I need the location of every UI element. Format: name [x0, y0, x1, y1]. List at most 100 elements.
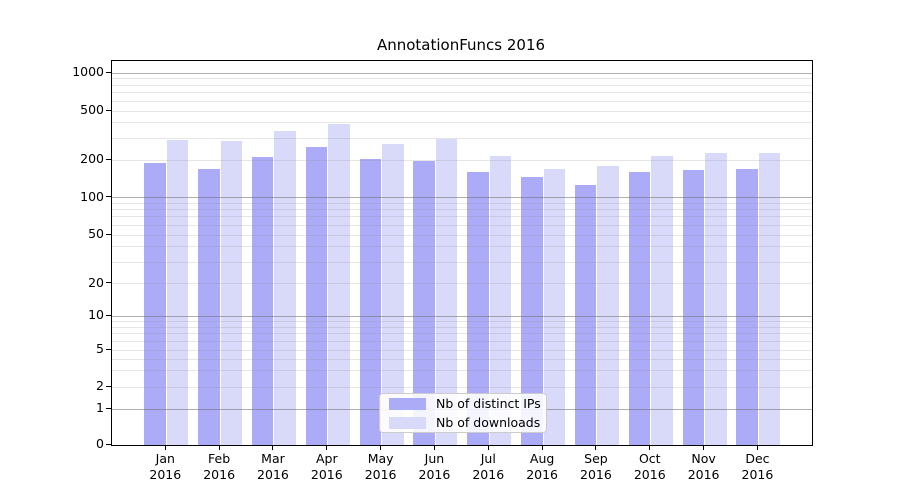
gridline-minor	[112, 78, 812, 80]
y-tick-mark	[106, 233, 111, 235]
bar-distinct-ips-jan	[144, 163, 166, 445]
gridline-major	[112, 197, 812, 199]
gridline-minor	[112, 386, 812, 388]
x-tick-label-jul: Jul 2016	[472, 451, 505, 482]
y-tick-mark	[106, 158, 111, 160]
y-tick-label-10: 10	[88, 307, 104, 322]
x-tick-mark	[218, 445, 220, 450]
gridline-minor	[112, 358, 812, 360]
y-tick-mark	[106, 71, 111, 73]
legend-swatch-distinct-ips	[389, 397, 426, 410]
gridline-minor	[112, 137, 812, 139]
y-tick-label-0: 0	[96, 436, 104, 451]
y-tick-label-1000: 1000	[72, 64, 104, 79]
y-tick-mark	[106, 407, 111, 409]
gridline-minor	[112, 320, 812, 322]
bar-distinct-ips-sep	[574, 185, 597, 445]
x-tick-label-oct: Oct 2016	[633, 451, 666, 482]
y-tick-label-20: 20	[88, 274, 104, 290]
gridline-minor	[112, 340, 812, 342]
legend-item-distinct-ips: Nb of distinct IPs	[389, 396, 541, 411]
bar-downloads-jul	[489, 156, 512, 445]
bar-distinct-ips-may	[359, 159, 382, 445]
y-tick-label-100: 100	[80, 188, 104, 204]
y-tick-label-200: 200	[80, 151, 104, 166]
legend-item-downloads: Nb of downloads	[389, 414, 541, 430]
y-tick-mark	[106, 282, 111, 284]
bar-downloads-jun	[435, 138, 458, 445]
bar-downloads-jan	[166, 140, 189, 445]
gridline-minor	[112, 370, 812, 372]
gridline-minor	[112, 333, 812, 335]
chart-title: AnnotationFuncs 2016	[376, 36, 546, 54]
x-tick-mark	[433, 445, 435, 450]
bar-downloads-nov	[705, 152, 727, 445]
gridline-major	[112, 315, 812, 317]
x-tick-mark	[649, 445, 651, 450]
bar-distinct-ips-nov	[682, 169, 705, 445]
x-tick-mark	[380, 445, 382, 450]
x-tick-mark	[541, 445, 543, 450]
bar-downloads-oct	[651, 156, 673, 445]
x-tick-label-mar: Mar 2016	[257, 451, 289, 482]
bar-downloads-feb	[220, 141, 243, 445]
bar-distinct-ips-oct	[628, 172, 651, 445]
x-tick-label-apr: Apr 2016	[310, 451, 343, 482]
bar-downloads-sep	[597, 165, 619, 445]
x-tick-label-feb: Feb 2016	[203, 451, 236, 482]
bar-distinct-ips-dec	[736, 169, 758, 445]
bar-distinct-ips-feb	[198, 168, 220, 445]
gridline-minor	[112, 326, 812, 328]
legend-swatch-downloads	[389, 416, 426, 429]
gridline-minor	[112, 234, 812, 236]
x-tick-label-jan: Jan 2016	[149, 451, 182, 482]
y-tick-label-50: 50	[88, 226, 104, 241]
bar-downloads-may	[382, 143, 404, 445]
y-tick-label-2: 2	[96, 378, 104, 393]
y-tick-label-1: 1	[96, 400, 104, 415]
x-tick-label-jun: Jun 2016	[418, 451, 451, 482]
y-tick-label-5: 5	[96, 341, 104, 357]
y-tick-mark	[106, 385, 111, 387]
bar-distinct-ips-jul	[467, 172, 489, 445]
bar-downloads-dec	[758, 153, 781, 445]
legend-label-distinct-ips: Nb of distinct IPs	[436, 395, 541, 411]
gridline-minor	[112, 224, 812, 226]
gridline-minor	[112, 159, 812, 161]
bar-distinct-ips-apr	[305, 147, 328, 445]
x-tick-label-dec: Dec 2016	[741, 451, 774, 482]
x-tick-mark	[703, 445, 705, 450]
x-tick-mark	[272, 445, 274, 450]
gridlines-layer	[112, 61, 812, 445]
bar-downloads-aug	[543, 168, 566, 445]
x-tick-mark	[595, 445, 597, 450]
gridline-minor	[112, 349, 812, 351]
bar-downloads-mar	[274, 130, 296, 445]
y-tick-mark	[106, 109, 111, 111]
y-tick-mark	[106, 348, 111, 350]
y-tick-mark	[106, 196, 111, 198]
x-tick-label-aug: Aug 2016	[526, 451, 559, 482]
gridline-minor	[112, 122, 812, 124]
legend-label-downloads: Nb of downloads	[436, 414, 541, 430]
gridline-minor	[112, 100, 812, 102]
bars-layer	[112, 61, 812, 445]
x-tick-label-sep: Sep 2016	[580, 451, 612, 482]
y-tick-mark	[106, 443, 111, 445]
x-tick-mark	[756, 445, 758, 450]
y-tick-mark	[106, 314, 111, 316]
bar-distinct-ips-jun	[413, 160, 435, 445]
gridline-minor	[112, 283, 812, 285]
gridline-minor	[112, 92, 812, 94]
plot-area: Nb of distinct IPs Nb of downloads	[111, 60, 813, 446]
gridline-minor	[112, 216, 812, 218]
gridline-minor	[112, 246, 812, 248]
x-tick-mark	[487, 445, 489, 450]
x-tick-label-nov: Nov 2016	[687, 451, 720, 482]
gridline-minor	[112, 84, 812, 86]
gridline-major	[112, 72, 812, 74]
bar-distinct-ips-mar	[251, 157, 274, 445]
gridline-minor	[112, 261, 812, 263]
x-tick-mark	[164, 445, 166, 450]
